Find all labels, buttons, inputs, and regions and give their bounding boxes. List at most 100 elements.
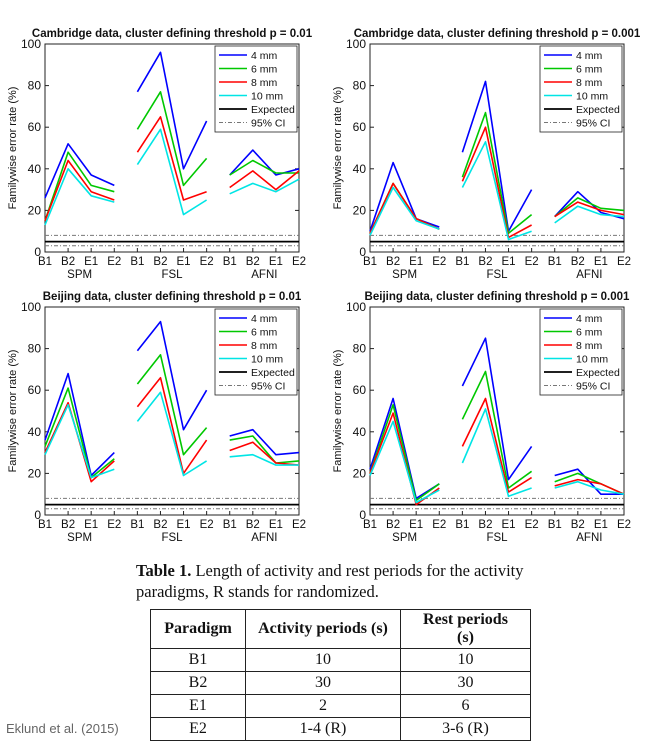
table-caption-label: Table 1. xyxy=(136,561,192,580)
x-tick-label: B2 xyxy=(571,519,585,531)
table-cell: B1 xyxy=(150,648,246,672)
x-group-label: SPM xyxy=(392,532,417,544)
y-tick-label: 100 xyxy=(21,300,41,314)
x-tick-label: E2 xyxy=(107,519,121,531)
x-group-label: SPM xyxy=(67,269,92,281)
series-line-4mm-fsl xyxy=(461,337,533,481)
x-tick-label: B2 xyxy=(153,256,167,268)
figure-credit: Eklund et al. (2015) xyxy=(6,721,119,736)
x-group-label: FSL xyxy=(161,269,183,281)
y-tick-label: 20 xyxy=(353,466,367,480)
x-group-label: FSL xyxy=(161,532,183,544)
x-tick-label: B1 xyxy=(548,256,562,268)
legend-label: 95% CI xyxy=(576,118,610,130)
chart-title: Beijing data, cluster defining threshold… xyxy=(365,291,630,303)
series-line-4mm-fsl xyxy=(461,80,533,232)
series-line-4mm-spm xyxy=(369,397,440,500)
series-line-8mm-fsl xyxy=(136,116,207,201)
y-tick-label: 40 xyxy=(28,425,42,439)
x-tick-label: B1 xyxy=(223,256,237,268)
y-tick-label: 100 xyxy=(346,300,366,314)
series-line-10mm-afni xyxy=(229,178,300,195)
x-group-label: SPM xyxy=(67,532,92,544)
y-tick-label: 0 xyxy=(34,245,41,259)
legend-label: 95% CI xyxy=(576,381,610,393)
series-line-10mm-afni xyxy=(229,453,299,466)
table-caption: Table 1. Length of activity and rest per… xyxy=(136,560,536,602)
series-line-8mm-spm xyxy=(369,182,440,234)
x-tick-label: E1 xyxy=(84,519,98,531)
legend-label: 4 mm xyxy=(251,50,278,62)
x-tick-label: B2 xyxy=(478,256,492,268)
x-tick-label: B2 xyxy=(246,519,260,531)
x-tick-label: B2 xyxy=(386,256,400,268)
x-tick-label: E1 xyxy=(177,519,191,531)
table-row: B1 10 10 xyxy=(150,648,531,672)
table-cell: 30 xyxy=(400,671,531,695)
legend-label: 6 mm xyxy=(251,327,278,339)
table-cell: 1-4 (R) xyxy=(245,717,401,741)
x-tick-label: E2 xyxy=(617,519,631,531)
x-tick-label: E2 xyxy=(292,256,306,268)
series-line-8mm-afni xyxy=(229,170,300,191)
y-axis-label: Familywise error rate (%) xyxy=(7,87,19,210)
y-tick-label: 20 xyxy=(28,466,42,480)
y-tick-label: 100 xyxy=(21,37,41,51)
chart-title: Cambridge data, cluster defining thresho… xyxy=(32,28,313,40)
x-tick-label: E2 xyxy=(292,519,306,531)
legend-box xyxy=(539,308,623,396)
x-tick-label: B1 xyxy=(548,519,562,531)
series-line-6mm-fsl xyxy=(461,111,533,235)
plot-frame xyxy=(369,43,625,253)
y-tick-label: 80 xyxy=(28,342,42,356)
table-row: E1 2 6 xyxy=(150,694,531,718)
series-line-8mm-fsl xyxy=(461,397,533,493)
x-tick-label: B1 xyxy=(130,519,144,531)
table-cell: B2 xyxy=(150,671,246,695)
y-tick-label: 20 xyxy=(28,203,42,217)
legend-label: 8 mm xyxy=(576,340,603,352)
series-line-6mm-fsl xyxy=(136,91,208,187)
chart-beijing-p0001: Beijing data, cluster defining threshold… xyxy=(332,291,631,544)
legend-label: Expected xyxy=(576,367,620,379)
legend-box xyxy=(539,45,623,133)
series-line-6mm-spm xyxy=(369,404,440,502)
legend-label: 6 mm xyxy=(576,327,603,339)
table-header: Rest periods (s) xyxy=(400,609,531,649)
chart-cambridge-p0001: Cambridge data, cluster defining thresho… xyxy=(332,28,641,281)
chart-title: Beijing data, cluster defining threshold… xyxy=(43,291,302,303)
series-line-6mm-afni xyxy=(229,159,299,176)
series-line-10mm-fsl xyxy=(136,391,208,477)
x-tick-label: B1 xyxy=(455,519,469,531)
series-line-8mm-afni xyxy=(554,201,625,218)
series-line-10mm-fsl xyxy=(136,128,208,216)
x-tick-label: B2 xyxy=(386,519,400,531)
x-tick-label: B1 xyxy=(223,519,237,531)
x-tick-label: E2 xyxy=(525,256,539,268)
x-tick-label: E2 xyxy=(432,256,446,268)
y-tick-label: 80 xyxy=(28,79,42,93)
x-tick-label: B1 xyxy=(455,256,469,268)
legend-label: Expected xyxy=(251,367,295,379)
x-group-label: AFNI xyxy=(576,269,602,281)
x-tick-label: B1 xyxy=(363,519,377,531)
plot-frame xyxy=(369,306,625,516)
y-tick-label: 100 xyxy=(346,37,366,51)
series-line-4mm-spm xyxy=(44,372,115,477)
x-tick-label: E1 xyxy=(502,519,516,531)
y-axis-label: Familywise error rate (%) xyxy=(7,350,19,473)
x-tick-label: E2 xyxy=(200,256,214,268)
y-tick-label: 0 xyxy=(359,245,366,259)
legend-label: 10 mm xyxy=(576,91,608,103)
plot-frame xyxy=(44,306,300,516)
y-tick-label: 60 xyxy=(28,120,42,134)
x-group-label: AFNI xyxy=(251,532,277,544)
x-tick-label: E2 xyxy=(200,519,214,531)
x-tick-label: E1 xyxy=(269,256,283,268)
legend-label: 95% CI xyxy=(251,381,285,393)
series-line-10mm-fsl xyxy=(461,408,532,498)
y-tick-label: 80 xyxy=(353,79,367,93)
y-axis-label: Familywise error rate (%) xyxy=(332,350,344,473)
x-tick-label: E2 xyxy=(617,256,631,268)
y-axis-label: Familywise error rate (%) xyxy=(332,87,344,210)
